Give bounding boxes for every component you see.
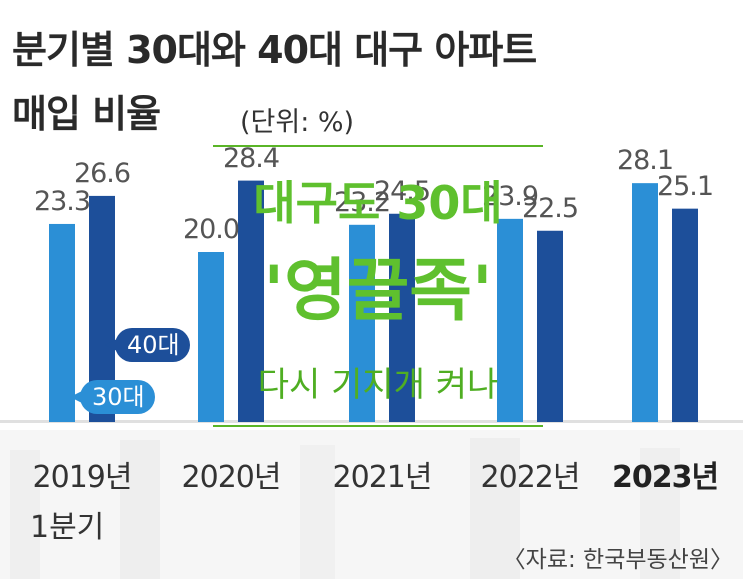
legend-30s-badge: 30대 — [70, 380, 155, 414]
headline-line3: 다시 기지개 켜나 — [257, 365, 499, 405]
value-label-30s-4: 28.1 — [616, 145, 674, 177]
bar-30s-2 — [349, 224, 375, 422]
x-axis-sublabel: 1분기 — [30, 510, 105, 545]
x-tick-label-0: 2019년 — [32, 460, 133, 495]
value-label-30s-0: 23.3 — [33, 185, 91, 217]
bar-40s-1 — [238, 180, 264, 422]
value-label-40s-1: 28.4 — [222, 142, 280, 174]
value-label-30s-1: 20.0 — [182, 214, 240, 245]
x-tick-label-2: 2021년 — [332, 460, 433, 495]
bar-30s-0 — [49, 223, 75, 422]
x-tick-label-1: 2020년 — [181, 460, 282, 495]
value-label-40s-4: 25.1 — [656, 170, 714, 202]
bar-40s-3 — [537, 230, 563, 422]
unit-label: (단위: %) — [240, 107, 355, 138]
value-label-40s-3: 22.5 — [521, 192, 579, 224]
bar-30s-1 — [198, 252, 224, 422]
value-label-40s-0: 26.6 — [73, 157, 131, 189]
value-label-30s-2: 23.2 — [333, 186, 391, 218]
source-note: 〈자료: 한국부동산원〉 — [502, 547, 733, 573]
x-tick-label-3: 2022년 — [480, 460, 581, 495]
chart-title-line2: 매입 비율 — [12, 92, 161, 136]
bar-30s-3 — [497, 218, 523, 422]
bar-40s-4 — [672, 208, 698, 422]
legend-40s-badge: 40대 — [105, 328, 190, 362]
value-label-30s-3: 23.9 — [481, 180, 539, 212]
chart-title-line1: 분기별 30대와 40대 대구 아파트 — [12, 28, 537, 72]
headline-overlay: 대구도 30대 '영끌족' 다시 기지개 켜나 — [213, 145, 543, 427]
x-tick-label-4: 2023년 — [611, 460, 719, 495]
headline-line2: '영끌족' — [263, 252, 493, 331]
bar-30s-4 — [632, 183, 658, 422]
bar-40s-2 — [389, 213, 415, 422]
value-label-40s-2: 24.5 — [373, 175, 431, 207]
headline-line1: 대구도 30대 — [253, 176, 503, 230]
